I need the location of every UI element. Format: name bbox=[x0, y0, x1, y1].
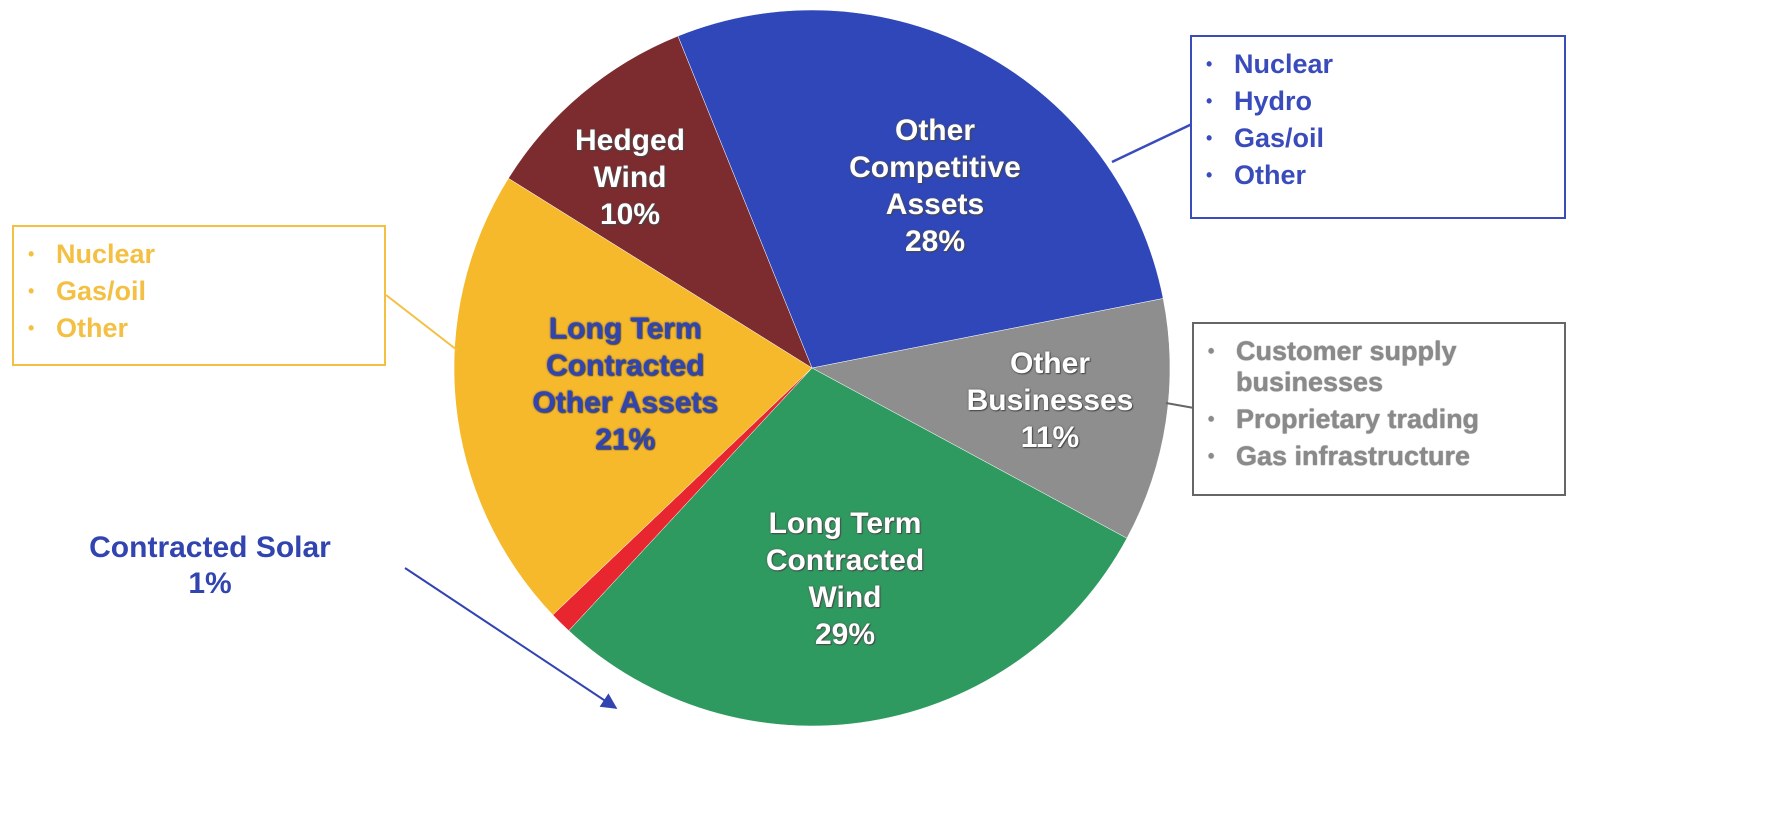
label-box: Other Competitive Assets 28% bbox=[820, 112, 1050, 260]
pie-slice bbox=[508, 35, 813, 369]
label-box: Customer supply businesses Proprietary tr… bbox=[1192, 322, 1566, 496]
label-box: Other Businesses 11% bbox=[930, 345, 1170, 456]
callout-item: Nuclear bbox=[1202, 49, 1554, 80]
callout-item: Gas/oil bbox=[24, 276, 374, 307]
slice-label: Contracted Solar 1% bbox=[20, 530, 400, 602]
connector bbox=[1111, 122, 1193, 164]
value-label: 21% bbox=[594, 423, 656, 456]
callout-item: Hydro bbox=[1202, 86, 1554, 117]
category-label: Other Competitive Assets bbox=[849, 114, 1021, 221]
pie-slice bbox=[811, 298, 1171, 539]
slice-label: Other Businesses 11% bbox=[930, 345, 1170, 456]
category-label: Long Term Contracted Other Assets bbox=[532, 312, 718, 419]
category-label: Other Businesses bbox=[966, 347, 1134, 417]
pie-slice bbox=[568, 367, 1128, 727]
arrow bbox=[404, 567, 618, 709]
slice-label: Hedged Wind 10% bbox=[555, 122, 705, 233]
callout-item: Proprietary trading bbox=[1204, 404, 1554, 435]
pie bbox=[453, 9, 1171, 727]
connector bbox=[1165, 402, 1195, 409]
callout: Customer supply businesses Proprietary tr… bbox=[1192, 322, 1566, 496]
category-label: Hedged Wind bbox=[574, 124, 685, 194]
callout: Nuclear Hydro Gas/oil Other bbox=[1190, 35, 1566, 219]
label-box: Long Term Contracted Other Assets 21% bbox=[505, 310, 745, 458]
slice-label: Other Competitive Assets 28% bbox=[820, 112, 1050, 260]
value-label: 28% bbox=[904, 225, 966, 258]
callout: Nuclear Gas/oil Other bbox=[12, 225, 386, 366]
callout-item: Other bbox=[1202, 160, 1554, 191]
category-label: Contracted Solar bbox=[89, 531, 331, 564]
value-label: 1% bbox=[188, 567, 232, 600]
pie-slice bbox=[677, 9, 1164, 369]
slice-label: Long Term Contracted Other Assets 21% bbox=[505, 310, 745, 458]
callout-item: Other bbox=[24, 313, 374, 344]
slice-label: Long Term Contracted Wind 29% bbox=[730, 505, 960, 653]
label-box: Long Term Contracted Wind 29% bbox=[730, 505, 960, 653]
value-label: 11% bbox=[1020, 421, 1080, 454]
callout-item: Nuclear bbox=[24, 239, 374, 270]
connector bbox=[385, 294, 458, 351]
label-box: Nuclear Gas/oil Other bbox=[12, 225, 386, 366]
pie-slice bbox=[453, 177, 813, 616]
value-label: 10% bbox=[599, 198, 661, 231]
label-box: Hedged Wind 10% bbox=[555, 122, 705, 233]
value-label: 29% bbox=[814, 618, 876, 651]
callout-item: Gas infrastructure bbox=[1204, 441, 1554, 472]
category-label: Long Term Contracted Wind bbox=[765, 507, 925, 614]
callout-item: Gas/oil bbox=[1202, 123, 1554, 154]
label-box: Nuclear Hydro Gas/oil Other bbox=[1190, 35, 1566, 219]
callout-item: Customer supply businesses bbox=[1204, 336, 1554, 398]
